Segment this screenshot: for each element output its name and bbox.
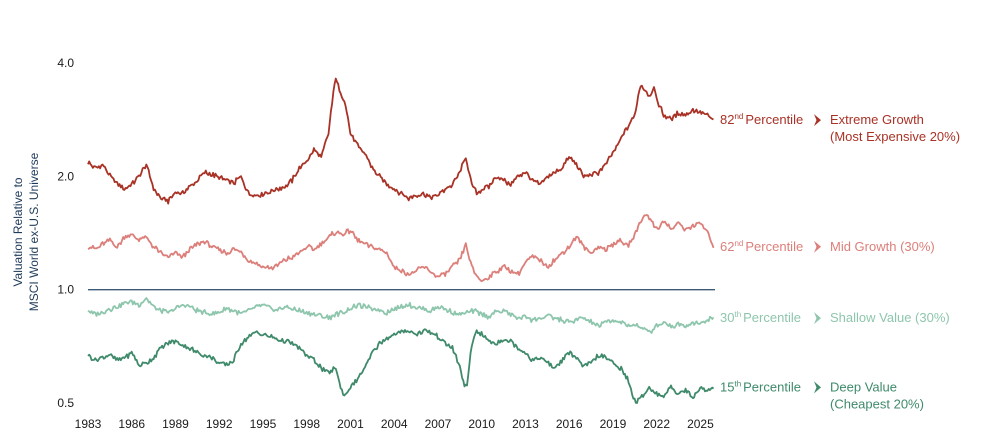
x-tick-label: 2007 [425, 417, 452, 431]
x-tick-label: 1995 [250, 417, 277, 431]
percentile-word: Percentile [745, 112, 803, 127]
percentile-label: 62nd Percentile [720, 239, 803, 254]
x-tick-label: 2013 [512, 417, 539, 431]
category-label: Mid Growth (30%) [830, 239, 935, 254]
x-tick-label: 2001 [337, 417, 364, 431]
x-tick-label: 1989 [162, 417, 189, 431]
x-tick-label: 1998 [293, 417, 320, 431]
percentile-suffix: nd [734, 239, 743, 248]
category-label: Shallow Value (30%) [830, 310, 950, 325]
annotation-deep: 15th Percentile Deep Value (Cheapest 20%) [720, 379, 924, 411]
category-label: Extreme Growth (Most Expensive 20%) [830, 112, 960, 144]
x-tick-label: 2022 [643, 417, 670, 431]
percentile-number: 62 [720, 239, 734, 254]
annotation-mid: 62nd Percentile Mid Growth (30%) [720, 239, 935, 254]
series-line-extreme [87, 77, 714, 205]
percentile-word: Percentile [743, 310, 801, 325]
x-tick-label: 2025 [687, 417, 714, 431]
percentile-suffix: nd [734, 112, 743, 121]
x-axis-ticks: 1983 1986 1989 1992 1995 1998 2001 2004 2007 2010… [75, 417, 714, 431]
category-label-line: Shallow Value (30%) [830, 310, 950, 325]
y-axis-title-line: MSCI World ex-U.S. Universe [27, 152, 41, 311]
annotation-extreme: 82nd Percentile Extreme Growth (Most Expens… [720, 112, 960, 144]
series-line-deep [87, 328, 715, 404]
chevron-right-icon [814, 114, 821, 127]
y-axis-ticks: 0.5 1.0 2.0 4.0 [57, 56, 74, 410]
y-axis-title-line: Valuation Relative to [11, 177, 25, 287]
percentile-number: 82 [720, 112, 734, 127]
chevron-right-icon [814, 381, 821, 394]
y-tick-label: 1.0 [57, 283, 74, 297]
x-tick-label: 2010 [468, 417, 495, 431]
series-line-shallow [87, 297, 715, 334]
percentile-suffix: th [734, 379, 741, 388]
x-tick-label: 2019 [600, 417, 627, 431]
chevron-right-icon [814, 312, 821, 325]
x-tick-label: 2016 [556, 417, 583, 431]
percentile-label: 30th Percentile [720, 310, 801, 325]
percentile-label: 82nd Percentile [720, 112, 803, 127]
percentile-suffix: th [734, 310, 741, 319]
percentile-word: Percentile [745, 239, 803, 254]
y-tick-label: 2.0 [57, 169, 74, 183]
percentile-number: 15 [720, 379, 734, 394]
y-axis-title-text: Valuation Relative to MSCI World ex-U.S. … [11, 152, 41, 311]
x-tick-label: 1986 [118, 417, 145, 431]
category-label-line: Mid Growth (30%) [830, 239, 935, 254]
category-label-line: (Most Expensive 20%) [830, 129, 960, 144]
x-tick-label: 1983 [75, 417, 102, 431]
chevron-right-icon [814, 240, 821, 253]
y-tick-label: 4.0 [57, 56, 74, 70]
series-line-mid [87, 213, 715, 283]
category-label-line: Extreme Growth [830, 112, 924, 127]
category-label-line: Deep Value [830, 379, 897, 394]
percentile-word: Percentile [743, 379, 801, 394]
x-tick-label: 1992 [206, 417, 233, 431]
y-tick-label: 0.5 [57, 396, 74, 410]
percentile-number: 30 [720, 310, 734, 325]
y-axis-title: Valuation Relative to MSCI World ex-U.S. … [11, 152, 41, 311]
annotation-shallow: 30th Percentile Shallow Value (30%) [720, 310, 950, 325]
category-label-line: (Cheapest 20%) [830, 396, 924, 411]
percentile-label: 15th Percentile [720, 379, 801, 394]
series-group [87, 77, 715, 404]
category-label: Deep Value (Cheapest 20%) [830, 379, 924, 411]
series-annotations: 82nd Percentile Extreme Growth (Most Expens… [720, 112, 960, 411]
x-tick-label: 2004 [381, 417, 408, 431]
